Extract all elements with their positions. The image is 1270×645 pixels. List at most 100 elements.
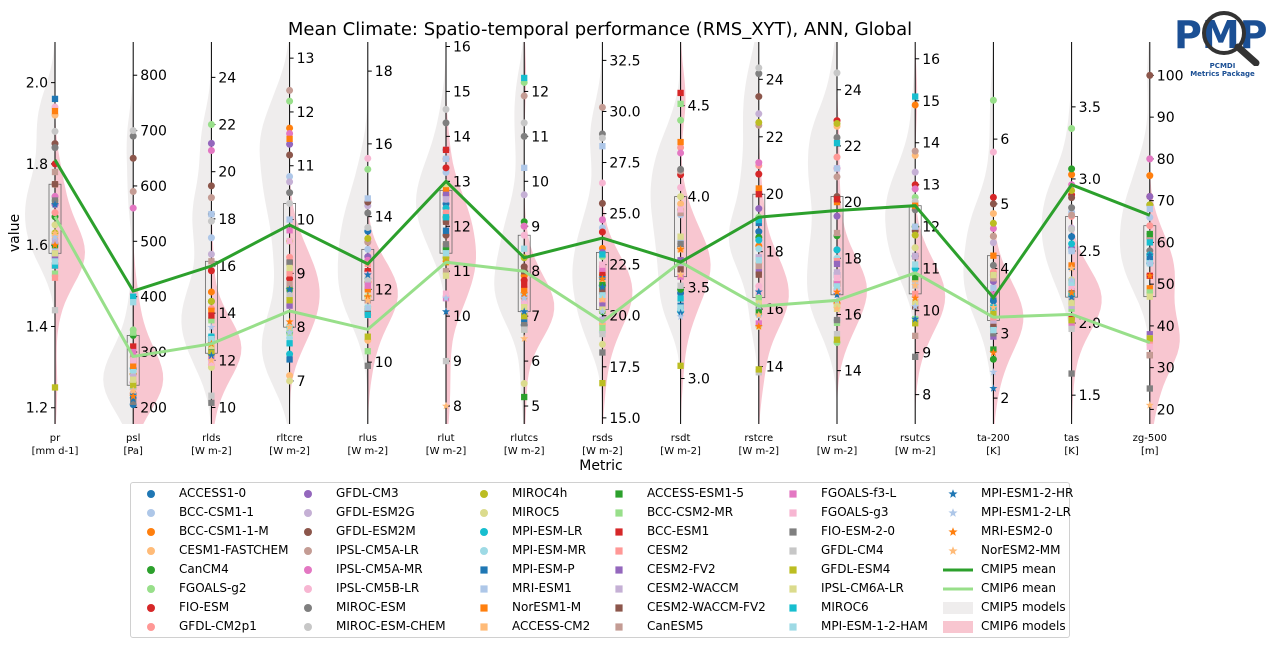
metric-unit: [W m-2]	[817, 446, 858, 457]
legend-swatch	[948, 489, 958, 498]
model-marker	[51, 221, 59, 229]
model-marker	[208, 258, 215, 265]
metric-unit: [W m-2]	[739, 446, 780, 457]
model-marker	[208, 392, 215, 399]
model-marker	[286, 356, 293, 363]
model-marker	[286, 275, 294, 283]
model-marker	[208, 210, 215, 218]
model-marker	[833, 196, 841, 203]
tick-label: 18	[844, 251, 862, 267]
tick-label: 22	[844, 139, 862, 155]
tick-label: 12	[453, 219, 471, 235]
model-marker	[520, 132, 528, 140]
legend-label: BCC-ESM1	[647, 524, 710, 538]
legend-label: MRI-ESM1	[512, 581, 572, 595]
legend-marker	[789, 623, 797, 631]
model-marker	[1146, 155, 1154, 163]
model-marker	[833, 229, 841, 237]
model-marker	[208, 335, 215, 343]
model-marker	[599, 324, 606, 332]
legend-label: GFDL-CM2p1	[179, 619, 257, 633]
legend-marker	[948, 546, 958, 555]
cmip6-violin-psl	[133, 42, 164, 424]
legend-swatch	[480, 585, 488, 593]
tick-label: 12	[297, 105, 315, 121]
model-marker	[286, 124, 294, 132]
model-marker	[521, 312, 528, 320]
model-marker	[364, 348, 371, 355]
legend-swatch	[789, 490, 797, 498]
tick-label: 500	[140, 234, 167, 250]
model-marker	[833, 134, 841, 141]
legend-label: IPSL-CM5A-MR	[336, 562, 423, 576]
legend-label: GFDL-CM3	[336, 486, 399, 500]
model-marker	[1068, 299, 1075, 307]
model-marker	[442, 155, 450, 162]
tick-label: 27.5	[609, 156, 640, 172]
model-marker	[598, 199, 606, 207]
cmip5-violin-psl	[103, 42, 134, 424]
model-marker	[207, 182, 215, 190]
metric-unit: [K]	[986, 446, 1000, 457]
model-marker	[130, 362, 137, 370]
model-marker	[521, 286, 528, 293]
model-marker	[1146, 351, 1153, 359]
legend-swatch	[147, 623, 155, 631]
model-marker	[833, 260, 841, 268]
legend-label: MIROC4h	[512, 486, 568, 500]
legend-swatch	[789, 547, 797, 555]
legend-label: GFDL-ESM2G	[336, 505, 415, 519]
model-marker	[1068, 124, 1076, 132]
legend-patch	[943, 602, 973, 614]
model-marker	[912, 93, 919, 100]
model-marker	[754, 310, 763, 319]
tick-label: 22	[766, 130, 784, 146]
model-marker	[130, 293, 137, 300]
legend-label: FGOALS-f3-L	[821, 486, 897, 500]
metric-name: rsut	[827, 433, 847, 444]
parallel-coordinate-chart: 1.21.41.61.82.0pr[mm d-1]200300400500600…	[7, 39, 1184, 474]
tick-label: 11	[922, 262, 940, 278]
tick-label: 6	[531, 354, 540, 370]
legend-marker	[789, 528, 797, 536]
legend-label: CMIP5 models	[981, 600, 1066, 614]
model-marker	[990, 323, 997, 331]
tick-label: 22	[218, 118, 236, 134]
model-marker	[1145, 250, 1154, 259]
model-marker	[1146, 293, 1153, 300]
model-marker	[1067, 275, 1076, 284]
tick-label: 3.5	[1079, 100, 1101, 116]
metric-name: tas	[1064, 433, 1079, 444]
legend-swatch	[147, 604, 155, 612]
model-marker	[286, 264, 293, 272]
legend-label: MIROC6	[821, 600, 869, 614]
legend-swatch	[948, 508, 958, 517]
model-marker	[208, 307, 215, 314]
model-marker	[129, 392, 138, 400]
tick-label: 9	[297, 266, 306, 282]
model-marker	[521, 74, 528, 82]
metric-unit: [W m-2]	[269, 446, 310, 457]
model-marker	[912, 353, 919, 360]
legend-marker	[615, 528, 623, 536]
tick-label: 14	[218, 306, 236, 322]
tick-label: 14	[922, 136, 940, 152]
cmip5-violin-ta-200	[963, 42, 994, 424]
model-marker	[286, 291, 293, 299]
model-marker	[130, 343, 137, 350]
legend-label: FGOALS-g2	[179, 581, 247, 595]
model-marker	[520, 289, 529, 298]
model-marker	[364, 245, 372, 253]
tick-label: 3	[1000, 326, 1009, 342]
model-marker	[364, 224, 372, 232]
tick-label: 700	[140, 124, 167, 140]
legend-marker	[789, 604, 797, 612]
model-marker	[755, 191, 762, 198]
tick-label: 16	[844, 307, 862, 323]
legend-swatch	[480, 623, 488, 631]
legend-label: CESM2-WACCM	[647, 581, 739, 595]
tick-label: 600	[140, 179, 167, 195]
model-marker	[755, 271, 762, 278]
model-marker	[520, 334, 529, 342]
tick-label: 12	[375, 282, 393, 298]
